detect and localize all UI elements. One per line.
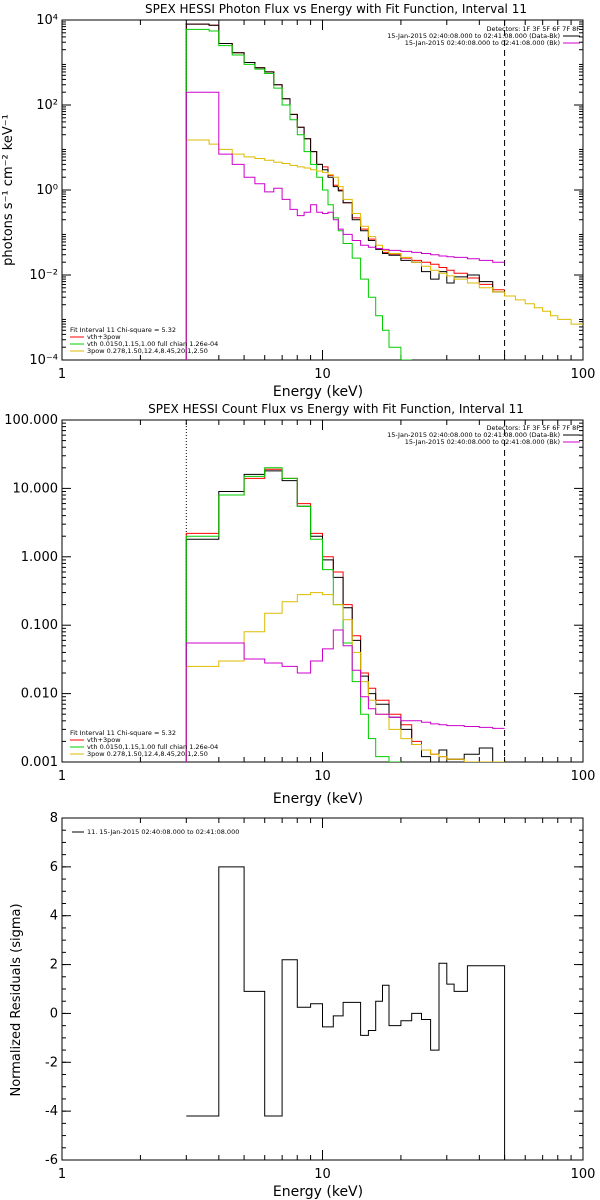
photon-flux-panel: SPEX HESSI Photon Flux vs Energy with Fi…	[1, 2, 595, 400]
residuals-series-0	[186, 866, 506, 1160]
legend-fit-header: Fit Interval 11 Chi-square = 5.32	[70, 326, 176, 334]
photon-flux-y-tick-label: 10⁴	[36, 13, 58, 28]
photon-flux-x-tick-label: 1	[58, 367, 66, 382]
residuals-x-tick-label: 1	[58, 1167, 66, 1182]
photon-flux-y-tick-label: 10²	[36, 98, 58, 113]
legend-fit-header: Fit Interval 11 Chi-square = 5.32	[70, 729, 176, 737]
residuals-y-tick-label: -4	[45, 1104, 58, 1119]
photon-flux-title: SPEX HESSI Photon Flux vs Energy with Fi…	[145, 2, 527, 16]
count-flux-panel: SPEX HESSI Count Flux vs Energy with Fit…	[4, 402, 595, 807]
legend-3pow-label: 3pow 0.278,1.50,12.4,8.45,20.1,2.50	[87, 347, 208, 355]
legend-detectors-header: Detectors: 1F 3F 5F 6F 7F 8F	[486, 424, 580, 432]
count-flux-series-4	[185, 629, 505, 762]
photon-flux-x-tick-label: 100	[571, 367, 596, 382]
residuals-y-tick-label: 8	[50, 811, 58, 826]
count-flux-title: SPEX HESSI Count Flux vs Energy with Fit…	[148, 402, 524, 416]
residuals-x-tick-label: 10	[314, 1167, 331, 1182]
photon-flux-legend-top-right: Detectors: 1F 3F 5F 6F 7F 8F 15-Jan-2015…	[387, 25, 580, 47]
count-flux-y-tick-label: 0.100	[21, 618, 58, 633]
residuals-x-tick-label: 100	[571, 1167, 596, 1182]
photon-flux-ylabel: photons s⁻¹ cm⁻² keV⁻¹	[1, 114, 16, 266]
count-flux-x-tick-label: 100	[571, 769, 596, 784]
count-flux-y-tick-label: 1.000	[21, 550, 58, 565]
residuals-y-tick-label: -2	[45, 1055, 58, 1070]
legend-bk-label: 15-Jan-2015 02:40:08.000 to 02:41:08.000…	[405, 438, 560, 446]
residuals-ylabel: Normalized Residuals (sigma)	[9, 903, 24, 1096]
count-flux-series-1	[185, 470, 494, 762]
count-flux-xlabel: Energy (keV)	[273, 791, 363, 807]
count-flux-y-tick-label: 100.000	[4, 413, 58, 428]
count-flux-legend-bottom-left: Fit Interval 11 Chi-square = 5.32 vth+3p…	[70, 729, 218, 758]
photon-flux-plot-area: 1 10 100 10⁻⁴ 10⁻² 10⁰ 10² 10⁴	[29, 13, 595, 382]
count-flux-y-tick-label: 0.010	[21, 687, 58, 702]
photon-flux-series-4	[185, 91, 505, 360]
count-flux-plot-area: 1 10 100 0.001 0.010 0.100 1.000 10.000 100.000	[4, 413, 595, 784]
photon-flux-y-tick-label: 10⁻²	[29, 268, 58, 283]
count-flux-legend-top-right: Detectors: 1F 3F 5F 6F 7F 8F 15-Jan-2015…	[387, 424, 580, 446]
legend-vth3pow-label: vth+3pow	[87, 333, 121, 341]
count-flux-y-tick-label: 0.001	[21, 755, 58, 770]
residuals-y-tick-label: 2	[50, 958, 58, 973]
photon-flux-y-tick-label: 10⁻⁴	[29, 353, 58, 368]
residuals-xlabel: Energy (keV)	[273, 1184, 363, 1200]
photon-flux-x-tick-label: 10	[314, 367, 331, 382]
legend-data-bk-label: 15-Jan-2015 02:40:08.000 to 02:41:08.000…	[387, 32, 560, 40]
count-flux-x-tick-label: 1	[58, 769, 66, 784]
residuals-y-tick-label: 4	[50, 909, 58, 924]
legend-residual-label: 11. 15-Jan-2015 02:40:08.000 to 02:41:08…	[87, 828, 239, 836]
legend-vth-label: vth 0.0150,1.15,1.00 full chian 1.26e-04	[87, 340, 218, 348]
legend-bk-label: 15-Jan-2015 02:40:08.000 to 02:41:08.000…	[405, 39, 560, 47]
legend-3pow-label: 3pow 0.278,1.50,12.4,8.45,20.1,2.50	[87, 750, 208, 758]
legend-detectors-header: Detectors: 1F 3F 5F 6F 7F 8F	[486, 25, 580, 33]
legend-vth3pow-label: vth+3pow	[87, 736, 121, 744]
residuals-y-tick-label: 6	[50, 860, 58, 875]
photon-flux-xlabel: Energy (keV)	[273, 384, 363, 400]
residuals-y-tick-label: 0	[50, 1006, 58, 1021]
residuals-y-tick-label: -6	[45, 1153, 58, 1168]
photon-flux-y-tick-label: 10⁰	[36, 183, 58, 198]
photon-flux-legend-bottom-left: Fit Interval 11 Chi-square = 5.32 vth+3p…	[70, 326, 218, 355]
photon-flux-series-1	[185, 23, 505, 360]
residuals-plot-area: 1 10 100 -6 -4 -2 0 2 4 6 8	[45, 811, 595, 1182]
photon-flux-series-3	[185, 139, 583, 360]
legend-vth-label: vth 0.0150,1.15,1.00 full chian 1.26e-04	[87, 743, 218, 751]
photon-flux-series-2	[185, 28, 412, 360]
count-flux-series-0	[185, 468, 505, 762]
residuals-panel: Energy (keV) Normalized Residuals (sigma…	[9, 811, 595, 1200]
count-flux-y-tick-label: 10.000	[13, 481, 59, 496]
count-flux-x-tick-label: 10	[314, 769, 331, 784]
photon-flux-series-0	[185, 23, 505, 360]
residuals-legend: 11. 15-Jan-2015 02:40:08.000 to 02:41:08…	[72, 828, 239, 836]
legend-data-bk-label: 15-Jan-2015 02:40:08.000 to 02:41:08.000…	[387, 431, 560, 439]
count-flux-series-2	[185, 467, 401, 762]
count-flux-series-3	[185, 592, 505, 762]
